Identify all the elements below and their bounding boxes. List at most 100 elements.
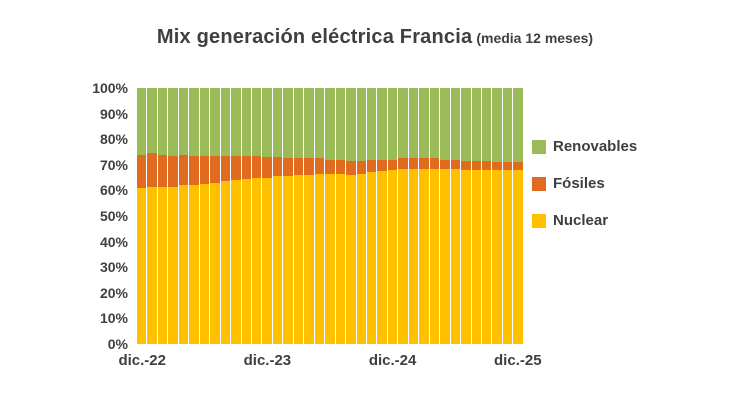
bar-segment-renovables bbox=[481, 88, 492, 161]
bar-segment-fosiles bbox=[513, 162, 523, 170]
bar bbox=[272, 88, 283, 344]
bar-segment-nuclear bbox=[356, 173, 366, 344]
chart-title-sub: (media 12 meses) bbox=[476, 30, 594, 46]
bar-segment-renovables bbox=[210, 88, 220, 156]
legend-swatch-fosiles bbox=[532, 176, 546, 191]
bar-segment-nuclear bbox=[419, 168, 429, 344]
bar bbox=[471, 88, 481, 344]
bar-segment-fosiles bbox=[168, 155, 178, 187]
chart-title-main: Mix generación eléctrica Francia bbox=[156, 26, 473, 48]
bar bbox=[199, 88, 210, 344]
bar-segment-nuclear bbox=[408, 168, 419, 344]
bar-segment-renovables bbox=[325, 88, 335, 160]
y-tick-label: 60% bbox=[99, 182, 128, 199]
bar-segment-renovables bbox=[293, 88, 304, 159]
y-tick-label: 20% bbox=[99, 284, 128, 301]
bar bbox=[502, 88, 513, 344]
bar bbox=[147, 88, 157, 344]
x-axis: dic.-22 dic.-23 dic.-24 dic.-25 bbox=[118, 352, 541, 374]
bar bbox=[461, 88, 471, 344]
y-tick-label: 10% bbox=[99, 310, 128, 327]
bar-segment-renovables bbox=[272, 88, 283, 158]
legend-item: Fósiles bbox=[532, 175, 637, 192]
x-tick-label: dic.-24 bbox=[368, 352, 417, 369]
legend-item: Renovables bbox=[532, 138, 637, 155]
bar-segment-nuclear bbox=[251, 177, 262, 344]
bar bbox=[293, 88, 304, 344]
bar-segment-nuclear bbox=[387, 169, 398, 344]
bar-segment-renovables bbox=[398, 88, 408, 159]
bar-segment-fosiles bbox=[314, 158, 325, 174]
bar-segment-fosiles bbox=[366, 159, 377, 173]
bar-segment-fosiles bbox=[293, 158, 304, 176]
bar-segment-fosiles bbox=[471, 160, 481, 170]
bar-segment-fosiles bbox=[408, 158, 419, 169]
bar-segment-nuclear bbox=[241, 178, 251, 344]
bar bbox=[325, 88, 335, 344]
bar-segment-nuclear bbox=[398, 168, 408, 344]
bar-segment-fosiles bbox=[346, 160, 356, 176]
bar-segment-renovables bbox=[335, 88, 346, 160]
bar bbox=[210, 88, 220, 344]
bar-segment-renovables bbox=[314, 88, 325, 159]
bar-segment-renovables bbox=[283, 88, 293, 159]
bar-segment-fosiles bbox=[304, 158, 314, 176]
bar-segment-fosiles bbox=[492, 162, 502, 170]
bar-segment-nuclear bbox=[314, 173, 325, 344]
bar bbox=[419, 88, 429, 344]
bar-segment-fosiles bbox=[241, 155, 251, 179]
bar-segment-renovables bbox=[304, 88, 314, 159]
bar bbox=[408, 88, 419, 344]
y-tick-label: 80% bbox=[99, 131, 128, 148]
bar bbox=[356, 88, 366, 344]
bar-segment-renovables bbox=[471, 88, 481, 161]
bar-segment-nuclear bbox=[231, 180, 241, 344]
bar-segment-renovables bbox=[419, 88, 429, 159]
y-axis: 100% 90% 80% 70% 60% 50% 40% 30% 20% 10% 0% bbox=[60, 80, 128, 352]
bar-segment-nuclear bbox=[272, 176, 283, 344]
bar-segment-fosiles bbox=[429, 158, 440, 169]
bar bbox=[189, 88, 199, 344]
legend-item: Nuclear bbox=[532, 212, 637, 229]
bar-segment-renovables bbox=[220, 88, 231, 156]
bar-segment-fosiles bbox=[325, 159, 335, 174]
bar-segment-fosiles bbox=[335, 159, 346, 174]
bar-segment-fosiles bbox=[440, 159, 450, 169]
plot-area bbox=[137, 88, 523, 344]
bar bbox=[241, 88, 251, 344]
bar-segment-fosiles bbox=[199, 155, 210, 184]
bar-segment-renovables bbox=[366, 88, 377, 160]
bar-segment-renovables bbox=[262, 88, 272, 158]
y-tick-label: 70% bbox=[99, 156, 128, 173]
bar bbox=[314, 88, 325, 344]
bar-segment-fosiles bbox=[481, 160, 492, 170]
bar-segment-fosiles bbox=[220, 155, 231, 182]
bar-segment-renovables bbox=[492, 88, 502, 163]
bar-segment-renovables bbox=[231, 88, 241, 156]
bar-segment-fosiles bbox=[210, 155, 220, 183]
bar-segment-renovables bbox=[178, 88, 189, 155]
bar-segment-nuclear bbox=[199, 184, 210, 344]
bar-segment-nuclear bbox=[377, 171, 387, 344]
bar-segment-renovables bbox=[513, 88, 523, 163]
bar bbox=[335, 88, 346, 344]
bar-segment-fosiles bbox=[251, 155, 262, 178]
bar-segment-nuclear bbox=[366, 172, 377, 344]
legend: Renovables Fósiles Nuclear bbox=[532, 138, 637, 229]
bar-segment-nuclear bbox=[502, 169, 513, 344]
bar bbox=[481, 88, 492, 344]
bar bbox=[137, 88, 147, 344]
x-tick-label: dic.-25 bbox=[494, 352, 542, 369]
bar bbox=[398, 88, 408, 344]
bar-segment-nuclear bbox=[262, 177, 272, 344]
bar bbox=[231, 88, 241, 344]
bar-segment-fosiles bbox=[283, 158, 293, 177]
bar bbox=[450, 88, 461, 344]
bar-segment-renovables bbox=[502, 88, 513, 163]
bar-segment-renovables bbox=[387, 88, 398, 160]
bar-segment-renovables bbox=[157, 88, 168, 155]
bar-segment-renovables bbox=[429, 88, 440, 159]
bar-segment-fosiles bbox=[398, 158, 408, 169]
x-tick-label: dic.-22 bbox=[118, 352, 166, 369]
